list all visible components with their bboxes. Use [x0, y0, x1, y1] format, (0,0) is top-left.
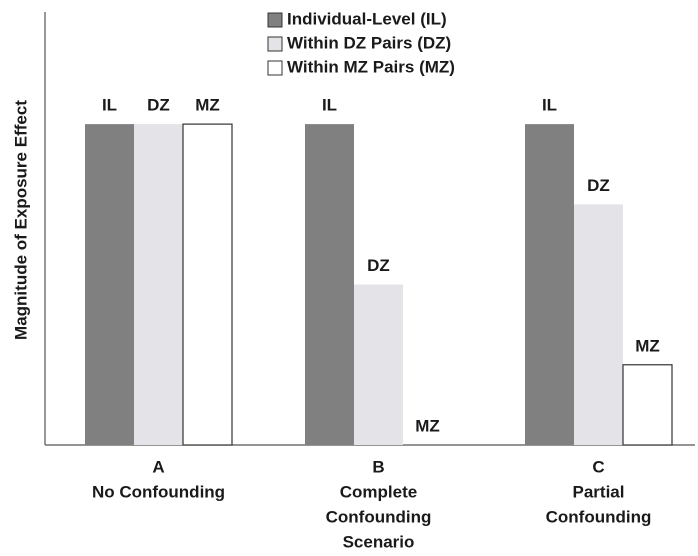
- y-axis-label: Magnitude of Exposure Effect: [11, 100, 30, 340]
- x-tick-label: B: [372, 457, 384, 476]
- bar: [305, 124, 354, 445]
- bar-label: DZ: [147, 96, 170, 115]
- x-tick-label: Scenario: [343, 532, 415, 551]
- legend-label: Within MZ Pairs (MZ): [287, 57, 455, 76]
- bar-label: MZ: [635, 336, 660, 355]
- x-tick-label: C: [592, 457, 604, 476]
- legend-swatch: [267, 60, 283, 76]
- bar-label: DZ: [587, 176, 610, 195]
- bar-label: IL: [322, 96, 337, 115]
- legend-swatch: [267, 36, 283, 52]
- x-tick-label: Confounding: [326, 507, 432, 526]
- x-tick-label: Confounding: [546, 507, 652, 526]
- x-tick-label: A: [152, 457, 164, 476]
- legend-swatch: [267, 12, 283, 28]
- bar: [574, 204, 623, 445]
- bar: [182, 123, 233, 446]
- bar: [622, 364, 673, 446]
- bar-label: MZ: [415, 416, 440, 435]
- bar-label: IL: [102, 96, 117, 115]
- x-tick-label: No Confounding: [92, 482, 225, 501]
- x-tick-label: Partial: [573, 482, 625, 501]
- x-tick-label: Complete: [340, 482, 417, 501]
- bar: [354, 284, 403, 445]
- bar-label: IL: [542, 96, 557, 115]
- legend-label: Individual-Level (IL): [287, 9, 447, 28]
- bar: [85, 124, 134, 445]
- bar: [134, 124, 183, 445]
- legend-label: Within DZ Pairs (DZ): [287, 33, 451, 52]
- bar: [525, 124, 574, 445]
- bar-label: MZ: [195, 96, 220, 115]
- bar-label: DZ: [367, 256, 390, 275]
